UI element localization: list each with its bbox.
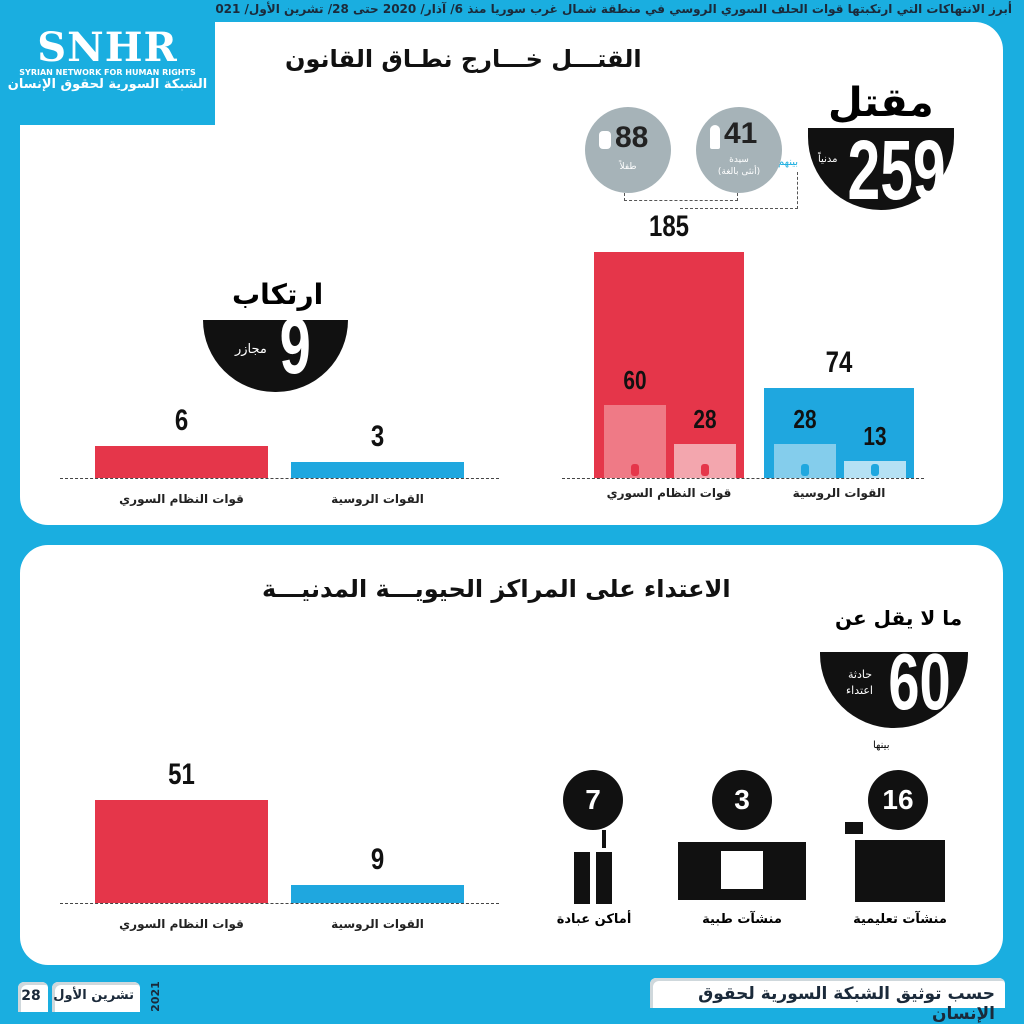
category-label: القوات الروسية — [331, 492, 424, 506]
massacres-unit: مجازر — [235, 342, 267, 357]
header-subtitle: أبرز الانتهاكات التي ارتكبتها قوات الحلف… — [206, 2, 1012, 16]
medical-label: منشآت طبية — [702, 912, 782, 927]
massacres-number: 9 — [279, 301, 311, 390]
value-label: 28 — [793, 403, 817, 434]
category-label: القوات الروسية — [792, 486, 886, 500]
category-label: قوات النظام السوري — [119, 917, 244, 931]
category-label: القوات الروسية — [331, 917, 424, 931]
logo-ar: الشبكة السورية لحقوق الإنسان — [7, 77, 208, 92]
section2-title: الاعتداء على المراكز الحيويـــة المدنيــ… — [262, 575, 731, 603]
children-circle: 88 طفلاً — [585, 107, 671, 193]
hospital-icon — [678, 842, 806, 900]
worship-icon — [574, 830, 614, 904]
value-label: 185 — [648, 210, 690, 244]
connector — [624, 193, 738, 201]
attacks-badge: 60 حادثة اعتداء — [820, 637, 968, 728]
among-label: بينهم — [778, 157, 799, 168]
attacks-number: 60 — [888, 637, 951, 726]
woman-icon — [710, 125, 720, 149]
value-label: 9 — [370, 842, 385, 876]
attacks-label: ما لا يقل عن — [835, 606, 963, 630]
category-label: قوات النظام السوري — [119, 492, 244, 506]
category-label: قوات النظام السوري — [606, 486, 732, 500]
bar-regime — [95, 446, 268, 478]
value-label: 13 — [863, 421, 887, 451]
killed-label: مقتل — [828, 80, 934, 126]
value-label: 74 — [825, 345, 853, 379]
women-label: سيدة — [729, 155, 749, 165]
school-icon — [845, 822, 945, 902]
footer-page: 28 — [18, 982, 48, 1012]
footer-source-text: حسب توثيق الشبكة السورية لحقوق الإنسان — [698, 984, 995, 1024]
value-label: 51 — [168, 757, 195, 791]
worship-label: أماكن عبادة — [556, 912, 632, 927]
baseline — [60, 478, 499, 479]
logo-name: SNHR — [37, 24, 178, 71]
baseline — [562, 478, 924, 479]
killed-number: 259 — [847, 123, 946, 217]
women-circle: 41 سيدة (أنثى بالغة) — [696, 107, 782, 193]
section1-title: القتـــل خـــارج نطـاق القانون — [285, 45, 642, 73]
bar-russian — [291, 884, 464, 903]
value-label: 28 — [693, 403, 717, 434]
children-label: طفلاً — [619, 162, 637, 172]
value-label: 6 — [174, 404, 189, 438]
bar-russian — [291, 462, 464, 478]
value-label: 60 — [623, 364, 647, 395]
child-icon — [631, 464, 639, 476]
woman-icon — [701, 464, 709, 476]
woman-icon — [871, 464, 879, 476]
logo-en: SYRIAN NETWORK FOR HUMAN RIGHTS — [19, 68, 196, 77]
baseline — [60, 903, 499, 904]
snhr-logo: SNHR SYRIAN NETWORK FOR HUMAN RIGHTS الش… — [0, 0, 215, 125]
education-label: منشآت تعليمية — [853, 912, 947, 927]
child-icon — [599, 131, 611, 149]
killed-unit: مدنياً — [818, 154, 838, 165]
women-label2: (أنثى بالغة) — [717, 167, 761, 177]
footer-year: 2021 — [148, 981, 162, 1012]
killed-badge: 259 مدنياً — [808, 123, 954, 217]
education-count: 16 — [868, 770, 928, 830]
women-number: 41 — [724, 117, 758, 150]
child-icon — [801, 464, 809, 476]
footer-source: حسب توثيق الشبكة السورية لحقوق الإنسان — [650, 978, 1005, 1024]
attacks-among: بينها — [873, 740, 890, 751]
medical-count: 3 — [712, 770, 772, 830]
worship-count: 7 — [563, 770, 623, 830]
bar-regime — [95, 799, 268, 903]
attacks-unit2: اعتداء — [846, 684, 873, 697]
footer-month: تشرين الأول — [52, 982, 140, 1012]
value-label: 3 — [370, 420, 385, 454]
attacks-unit1: حادثة — [848, 668, 873, 681]
massacres-label: ارتكاب — [232, 278, 324, 311]
children-number: 88 — [615, 121, 649, 154]
connector — [680, 172, 798, 209]
